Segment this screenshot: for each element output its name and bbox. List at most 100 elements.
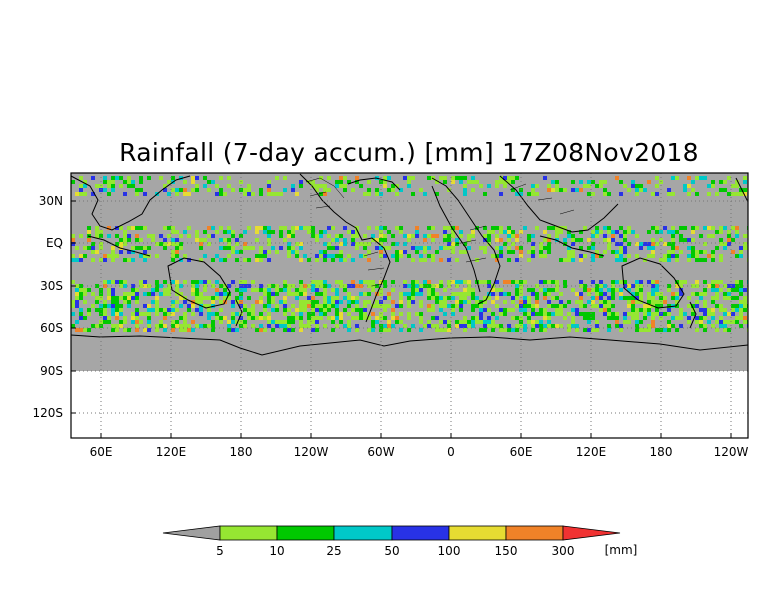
rain-cell (535, 292, 539, 296)
rain-cell (299, 312, 303, 316)
rain-cell (619, 288, 623, 292)
rain-cell (355, 242, 359, 246)
rain-cell (315, 184, 319, 188)
rain-cell (115, 324, 119, 328)
rain-cell (703, 250, 707, 254)
rain-cell (635, 312, 639, 316)
rain-cell (651, 296, 655, 300)
rain-cell (671, 254, 675, 258)
rain-cell (203, 288, 207, 292)
rain-cell (739, 308, 743, 312)
rain-cell (335, 316, 339, 320)
rain-cell (631, 184, 635, 188)
rain-cell (183, 316, 187, 320)
rain-cell (243, 320, 247, 324)
rain-cell (647, 304, 651, 308)
rain-cell (283, 328, 287, 332)
rain-cell (243, 246, 247, 250)
rain-cell (575, 238, 579, 242)
rain-cell (443, 296, 447, 300)
rain-cell (443, 312, 447, 316)
rain-cell (743, 192, 747, 196)
rain-cell (279, 192, 283, 196)
rain-cell (499, 324, 503, 328)
rain-cell (463, 296, 467, 300)
rain-cell (503, 300, 507, 304)
rain-cell (179, 324, 183, 328)
rain-cell (227, 296, 231, 300)
rain-cell (451, 242, 455, 246)
rain-cell (87, 308, 91, 312)
rain-cell (543, 238, 547, 242)
rain-cell (331, 226, 335, 230)
rain-cell (315, 284, 319, 288)
rain-cell (207, 180, 211, 184)
rain-cell (243, 242, 247, 246)
rain-cell (291, 304, 295, 308)
rain-cell (135, 226, 139, 230)
rain-cell (471, 234, 475, 238)
rain-cell (595, 328, 599, 332)
rain-cell (75, 192, 79, 196)
rain-cell (367, 292, 371, 296)
rain-cell (655, 280, 659, 284)
rain-cell (319, 230, 323, 234)
rain-cell (591, 246, 595, 250)
rain-cell (467, 180, 471, 184)
precip-field (71, 176, 748, 332)
rain-cell (331, 328, 335, 332)
rain-cell (535, 300, 539, 304)
rain-cell (539, 320, 543, 324)
rain-cell (155, 284, 159, 288)
rain-cell (723, 246, 727, 250)
rain-cell (351, 300, 355, 304)
rain-cell (607, 226, 611, 230)
rain-cell (319, 192, 323, 196)
rain-cell (419, 258, 423, 262)
rain-cell (263, 328, 267, 332)
rain-cell (567, 246, 571, 250)
rain-cell (303, 304, 307, 308)
rain-cell (203, 176, 207, 180)
rain-cell (123, 234, 127, 238)
rain-cell (703, 242, 707, 246)
rain-cell (603, 284, 607, 288)
rain-cell (211, 226, 215, 230)
rain-cell (267, 324, 271, 328)
rain-cell (135, 234, 139, 238)
rain-cell (459, 304, 463, 308)
rain-cell (367, 258, 371, 262)
rain-cell (383, 296, 387, 300)
rain-cell (363, 312, 367, 316)
rain-cell (219, 284, 223, 288)
rain-cell (119, 184, 123, 188)
colorbar-bin (505, 525, 564, 541)
rain-cell (483, 324, 487, 328)
rain-cell (347, 300, 351, 304)
rain-cell (283, 312, 287, 316)
rain-cell (719, 280, 723, 284)
rain-cell (115, 328, 119, 332)
rain-cell (583, 226, 587, 230)
rain-cell (423, 234, 427, 238)
rain-cell (267, 296, 271, 300)
rain-cell (303, 292, 307, 296)
rain-cell (731, 226, 735, 230)
rain-cell (347, 254, 351, 258)
rain-cell (535, 296, 539, 300)
rain-cell (571, 316, 575, 320)
rain-cell (719, 288, 723, 292)
rain-cell (547, 288, 551, 292)
rain-cell (123, 296, 127, 300)
rain-cell (723, 324, 727, 328)
rain-cell (511, 280, 515, 284)
rain-cell (131, 312, 135, 316)
rain-cell (407, 316, 411, 320)
rain-cell (291, 312, 295, 316)
rain-cell (207, 308, 211, 312)
rain-cell (467, 246, 471, 250)
rain-cell (391, 300, 395, 304)
rain-cell (119, 308, 123, 312)
rain-cell (75, 292, 79, 296)
rain-cell (199, 296, 203, 300)
